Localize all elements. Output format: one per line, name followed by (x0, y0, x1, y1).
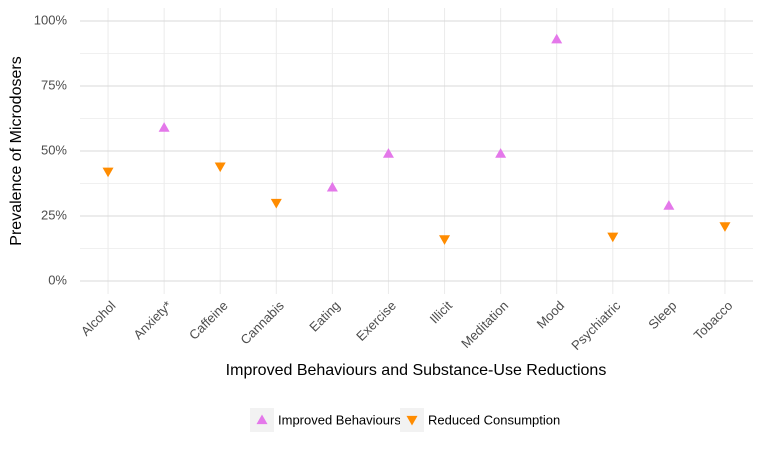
marker (214, 162, 226, 173)
marker (158, 122, 170, 132)
x-tick-label: Psychiatric (568, 298, 623, 353)
x-axis-title: Improved Behaviours and Substance-Use Re… (226, 362, 607, 379)
marker (607, 232, 619, 243)
x-tick-label: Eating (306, 298, 343, 335)
marker (439, 235, 451, 245)
y-tick-label: 75% (41, 77, 67, 92)
marker (102, 167, 114, 178)
x-tick-label: Cannabis (237, 298, 287, 348)
x-tick-label: Alcohol (78, 298, 119, 339)
y-tick-label: 0% (48, 272, 67, 287)
marker (663, 200, 675, 210)
y-axis-title: Prevalence of Microdosers (8, 56, 25, 245)
x-tick-label: Mood (534, 298, 568, 332)
x-tick-label: Anxiety* (130, 298, 174, 342)
legend-label: Improved Behaviours (278, 412, 401, 427)
x-tick-label: Tobacco (691, 298, 736, 343)
marker (382, 148, 394, 158)
y-tick-label: 50% (41, 142, 67, 157)
legend-label: Reduced Consumption (428, 412, 560, 427)
x-tick-label: Exercise (353, 298, 399, 344)
x-tick-label: Meditation (458, 298, 511, 351)
y-tick-label: 25% (41, 207, 67, 222)
marker (719, 222, 731, 232)
marker (495, 148, 507, 158)
x-tick-label: Caffeine (186, 298, 231, 343)
marker (551, 33, 563, 44)
legend-marker (406, 415, 418, 426)
marker (270, 198, 282, 209)
legend-marker (256, 414, 268, 425)
y-tick-label: 100% (34, 12, 68, 27)
marker (326, 181, 338, 192)
x-tick-label: Sleep (645, 298, 679, 332)
x-tick-label: Illicit (427, 298, 456, 327)
